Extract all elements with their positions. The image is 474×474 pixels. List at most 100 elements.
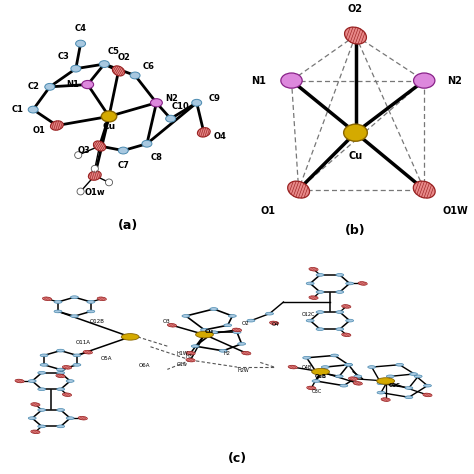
Ellipse shape <box>196 331 213 338</box>
Ellipse shape <box>237 342 246 345</box>
Ellipse shape <box>405 396 413 399</box>
Text: O3C: O3C <box>311 389 321 393</box>
Ellipse shape <box>345 364 353 366</box>
Text: C9: C9 <box>209 94 220 103</box>
Text: O1: O1 <box>33 126 46 135</box>
Text: C4: C4 <box>74 24 87 33</box>
Text: O11A: O11A <box>76 340 91 345</box>
Ellipse shape <box>336 291 344 293</box>
Text: O1w: O1w <box>177 362 188 367</box>
Ellipse shape <box>186 351 195 355</box>
Ellipse shape <box>335 375 343 378</box>
Ellipse shape <box>336 310 344 313</box>
Text: Cu: Cu <box>348 151 363 162</box>
Ellipse shape <box>288 181 310 198</box>
Ellipse shape <box>265 312 273 315</box>
Ellipse shape <box>306 282 314 285</box>
Text: C3: C3 <box>58 52 70 61</box>
Ellipse shape <box>348 377 358 381</box>
Ellipse shape <box>100 61 109 67</box>
Text: H3: H3 <box>186 354 193 359</box>
Ellipse shape <box>340 384 348 387</box>
Ellipse shape <box>83 350 92 354</box>
Ellipse shape <box>101 111 117 122</box>
Ellipse shape <box>345 364 353 366</box>
Text: C6: C6 <box>142 62 154 71</box>
Ellipse shape <box>151 99 162 107</box>
Text: CuB: CuB <box>315 374 327 379</box>
Ellipse shape <box>210 331 218 334</box>
Ellipse shape <box>57 388 64 391</box>
Ellipse shape <box>353 382 363 385</box>
Ellipse shape <box>396 364 403 366</box>
Text: C7: C7 <box>117 161 129 170</box>
Circle shape <box>77 188 84 195</box>
Ellipse shape <box>71 65 81 72</box>
Ellipse shape <box>167 323 177 327</box>
Ellipse shape <box>118 147 128 154</box>
Ellipse shape <box>423 384 431 387</box>
Ellipse shape <box>82 81 94 89</box>
Text: (c): (c) <box>228 452 246 465</box>
Ellipse shape <box>28 106 38 113</box>
Ellipse shape <box>191 345 199 347</box>
Ellipse shape <box>43 297 52 301</box>
Text: O12C: O12C <box>302 312 315 317</box>
Ellipse shape <box>312 380 320 383</box>
Ellipse shape <box>73 354 81 357</box>
Text: Cu: Cu <box>205 329 214 334</box>
Ellipse shape <box>303 356 310 359</box>
Ellipse shape <box>40 364 48 366</box>
Text: (a): (a) <box>118 219 138 232</box>
Ellipse shape <box>191 100 202 106</box>
Ellipse shape <box>219 349 227 352</box>
Ellipse shape <box>413 73 435 88</box>
Ellipse shape <box>330 354 338 357</box>
Text: O2: O2 <box>118 53 131 62</box>
Ellipse shape <box>233 331 241 334</box>
Ellipse shape <box>73 364 81 366</box>
Ellipse shape <box>142 140 152 147</box>
Ellipse shape <box>247 319 255 322</box>
Text: O4: O4 <box>272 322 279 328</box>
Ellipse shape <box>28 417 36 419</box>
Ellipse shape <box>57 425 64 428</box>
Ellipse shape <box>312 370 320 373</box>
Ellipse shape <box>87 310 95 313</box>
Ellipse shape <box>346 319 354 322</box>
Ellipse shape <box>28 380 36 383</box>
Ellipse shape <box>358 282 367 285</box>
Ellipse shape <box>316 273 324 276</box>
Circle shape <box>75 152 82 158</box>
Ellipse shape <box>88 171 101 180</box>
Ellipse shape <box>316 310 324 313</box>
Ellipse shape <box>63 365 72 369</box>
Text: O1w: O1w <box>84 188 105 197</box>
Ellipse shape <box>56 349 64 352</box>
Ellipse shape <box>182 315 190 318</box>
Ellipse shape <box>201 328 209 331</box>
Ellipse shape <box>57 372 64 374</box>
Text: Cu: Cu <box>102 122 116 131</box>
Text: O3: O3 <box>163 319 171 324</box>
Ellipse shape <box>270 321 279 325</box>
Ellipse shape <box>71 296 78 299</box>
Ellipse shape <box>54 310 62 313</box>
Circle shape <box>105 179 113 186</box>
Ellipse shape <box>377 382 385 385</box>
Text: N1: N1 <box>251 75 266 86</box>
Ellipse shape <box>224 324 232 327</box>
Ellipse shape <box>54 301 62 303</box>
Ellipse shape <box>242 351 251 355</box>
Text: O6A: O6A <box>138 363 150 368</box>
Ellipse shape <box>288 365 297 369</box>
Ellipse shape <box>377 391 385 394</box>
Ellipse shape <box>405 387 413 389</box>
Ellipse shape <box>112 66 125 76</box>
Text: O5A: O5A <box>101 356 113 361</box>
Ellipse shape <box>321 365 329 368</box>
Ellipse shape <box>56 368 64 371</box>
Ellipse shape <box>66 417 74 419</box>
Text: O4: O4 <box>214 132 227 141</box>
Text: C2: C2 <box>27 82 39 91</box>
